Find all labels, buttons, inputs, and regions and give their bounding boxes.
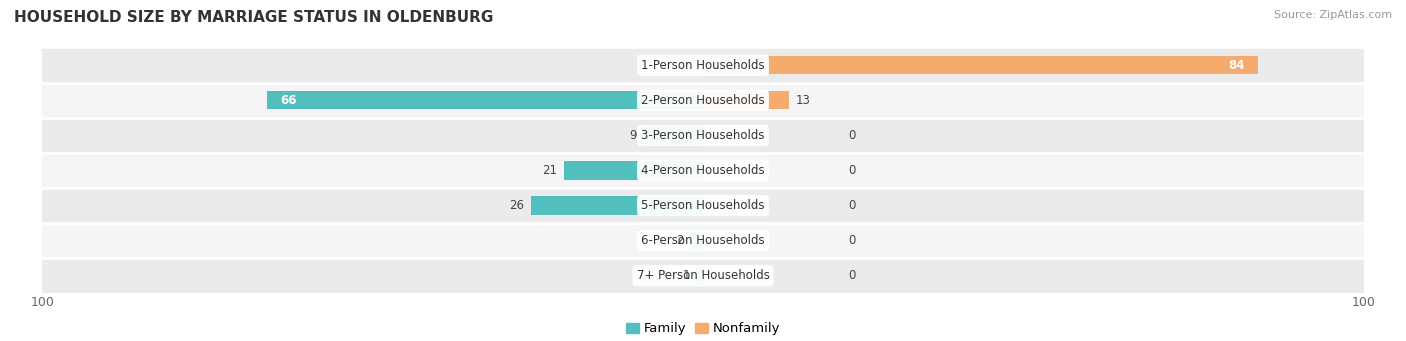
Text: 9: 9 bbox=[630, 129, 637, 142]
Bar bbox=[696, 267, 703, 285]
Bar bbox=[42, 155, 1364, 186]
Bar bbox=[703, 91, 789, 109]
Text: 84: 84 bbox=[1229, 59, 1244, 72]
Bar bbox=[42, 85, 1364, 116]
Legend: Family, Nonfamily: Family, Nonfamily bbox=[620, 317, 786, 341]
Bar bbox=[564, 161, 703, 180]
Text: 7+ Person Households: 7+ Person Households bbox=[637, 269, 769, 282]
Text: 1: 1 bbox=[682, 269, 690, 282]
Text: 4-Person Households: 4-Person Households bbox=[641, 164, 765, 177]
Bar bbox=[267, 91, 703, 109]
Bar bbox=[690, 232, 703, 250]
Text: 13: 13 bbox=[796, 94, 810, 107]
Text: 0: 0 bbox=[848, 129, 856, 142]
Text: 21: 21 bbox=[543, 164, 558, 177]
Bar bbox=[703, 56, 1258, 74]
Bar bbox=[42, 190, 1364, 221]
Text: 0: 0 bbox=[848, 164, 856, 177]
Text: 2-Person Households: 2-Person Households bbox=[641, 94, 765, 107]
Bar bbox=[42, 260, 1364, 292]
Text: HOUSEHOLD SIZE BY MARRIAGE STATUS IN OLDENBURG: HOUSEHOLD SIZE BY MARRIAGE STATUS IN OLD… bbox=[14, 10, 494, 25]
Bar bbox=[42, 120, 1364, 151]
Text: 3-Person Households: 3-Person Households bbox=[641, 129, 765, 142]
Bar bbox=[42, 225, 1364, 256]
Bar bbox=[644, 126, 703, 145]
Text: 6-Person Households: 6-Person Households bbox=[641, 234, 765, 247]
Text: 66: 66 bbox=[280, 94, 297, 107]
Text: 2: 2 bbox=[676, 234, 683, 247]
Text: 5-Person Households: 5-Person Households bbox=[641, 199, 765, 212]
Bar bbox=[531, 196, 703, 215]
Text: 0: 0 bbox=[848, 199, 856, 212]
Bar bbox=[42, 49, 1364, 81]
Text: 0: 0 bbox=[848, 269, 856, 282]
Text: 26: 26 bbox=[509, 199, 524, 212]
Text: Source: ZipAtlas.com: Source: ZipAtlas.com bbox=[1274, 10, 1392, 20]
Text: 0: 0 bbox=[848, 234, 856, 247]
Text: 1-Person Households: 1-Person Households bbox=[641, 59, 765, 72]
